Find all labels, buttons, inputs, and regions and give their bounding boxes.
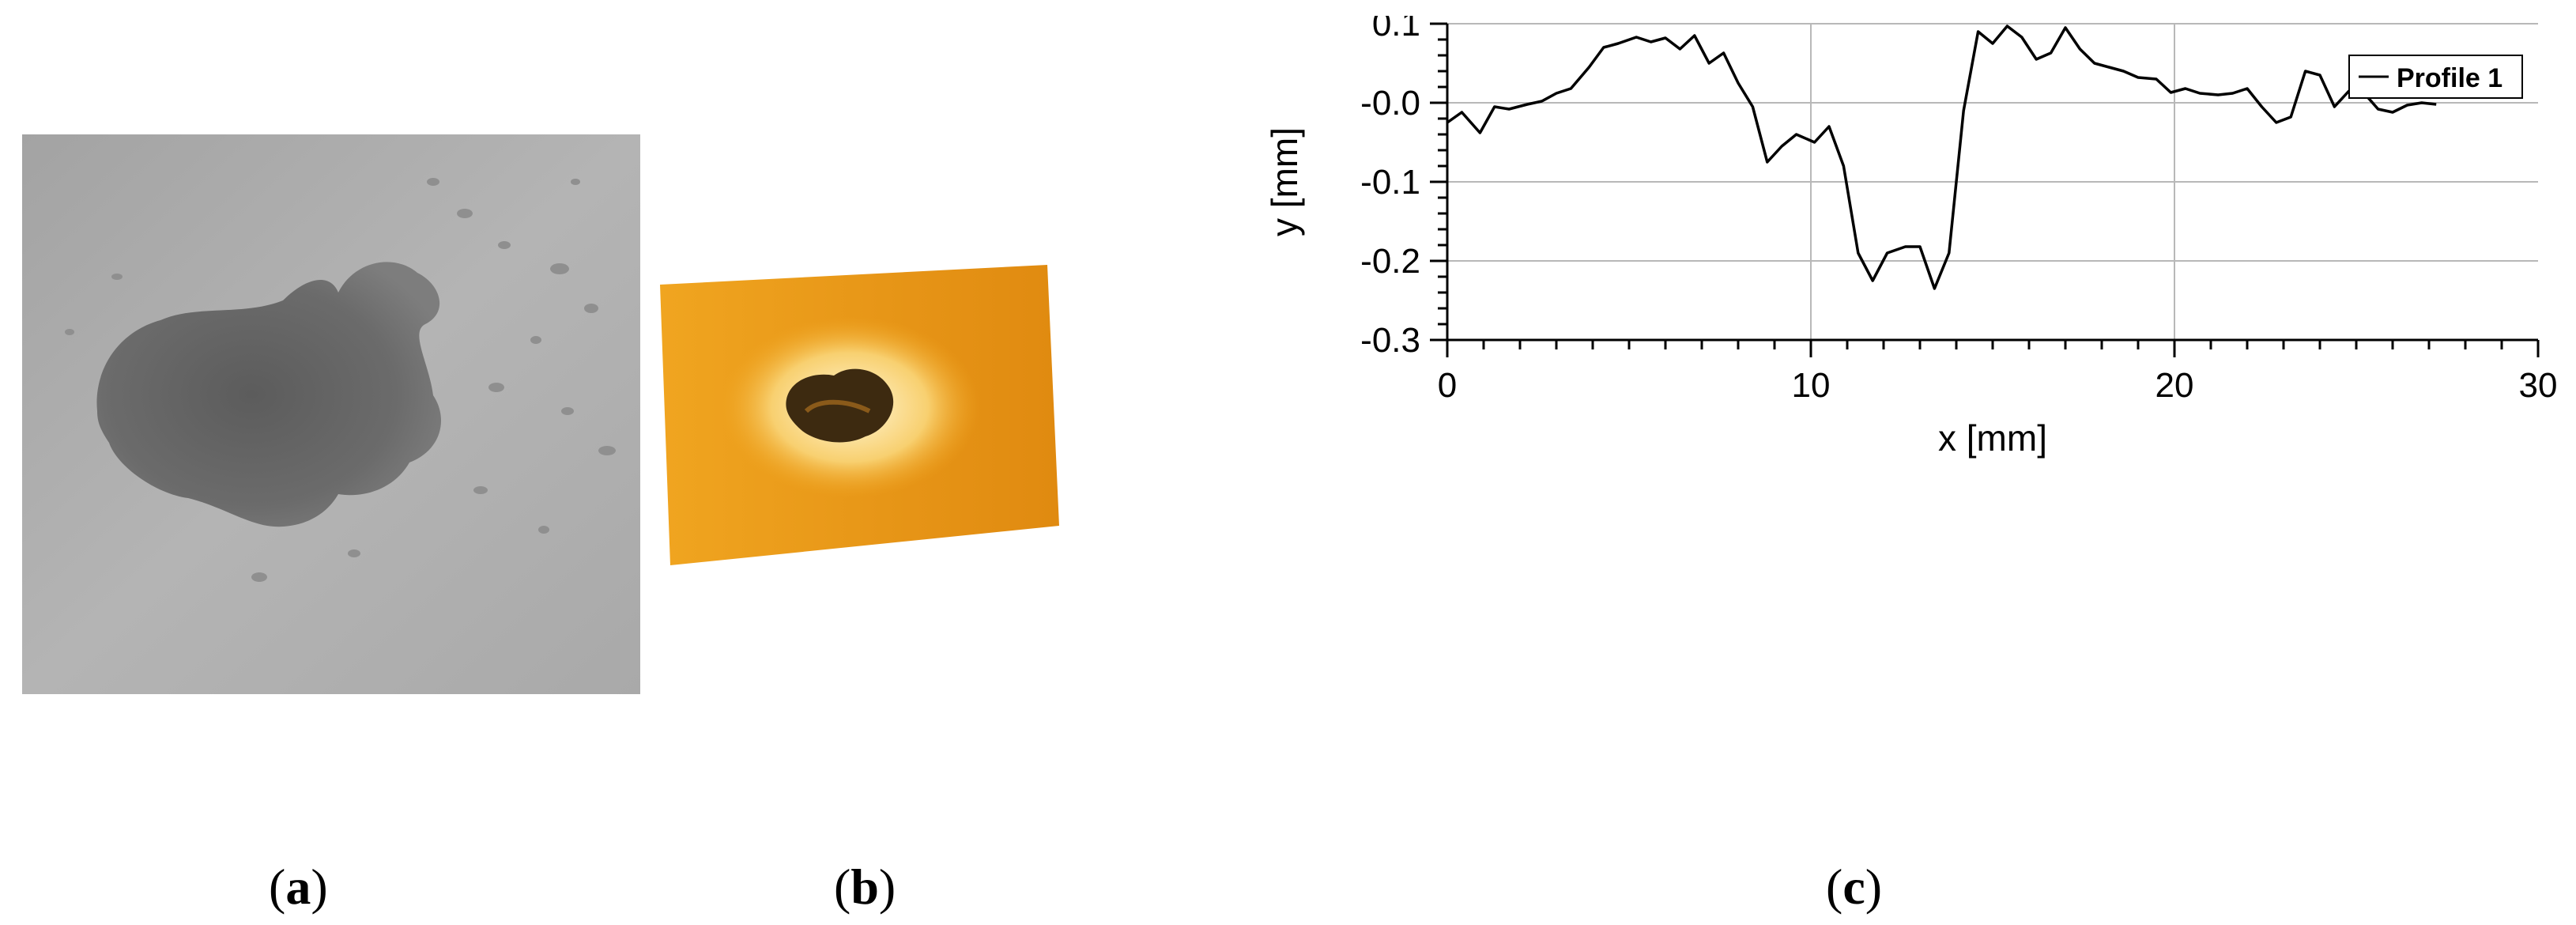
caption-c: (c) [1826, 859, 1883, 915]
x-tick-label: 10 [1792, 366, 1831, 405]
panel-a-micrograph [22, 134, 640, 694]
series-line-profile-1 [1446, 25, 2437, 290]
x-tick-label: 20 [2155, 366, 2194, 405]
caption-c-letter: c [1842, 859, 1865, 915]
tick-marks [1430, 22, 2540, 357]
y-tick-label: 0.1 [1372, 16, 1420, 43]
y-tick-label: -0.0 [1360, 84, 1420, 123]
tick-labels: 0.1 -0.0 -0.1 -0.2 -0.3 0 10 20 30 [1360, 5, 2558, 405]
panel-b-height-map [648, 253, 1091, 585]
x-tick-label: 0 [1438, 366, 1457, 405]
profile-chart: 0.1 -0.0 -0.1 -0.2 -0.3 0 10 20 30 x [mm] y [mm]… [1264, 5, 2558, 459]
caption-a: (a) [269, 859, 328, 915]
y-tick-label: -0.2 [1360, 242, 1420, 281]
x-axis-label: x [mm] [1938, 417, 2047, 459]
caption-b: (b) [834, 859, 896, 915]
height-map-image [660, 265, 1059, 565]
y-tick-label: -0.3 [1360, 321, 1420, 360]
caption-a-letter: a [285, 859, 311, 915]
series-layer [1446, 25, 2437, 290]
micrograph-image [22, 134, 640, 694]
legend-label: Profile 1 [2397, 63, 2502, 93]
y-axis-label: y [mm] [1264, 127, 1305, 236]
y-tick-label: -0.1 [1360, 163, 1420, 202]
grid-lines [1447, 23, 2538, 340]
caption-b-letter: b [850, 859, 879, 915]
legend: Profile 1 [2348, 55, 2523, 99]
panel-c-profile-chart: 0.1 -0.0 -0.1 -0.2 -0.3 0 10 20 30 x [mm] y [mm]… [1146, 5, 2576, 838]
x-tick-label: 30 [2519, 366, 2558, 405]
